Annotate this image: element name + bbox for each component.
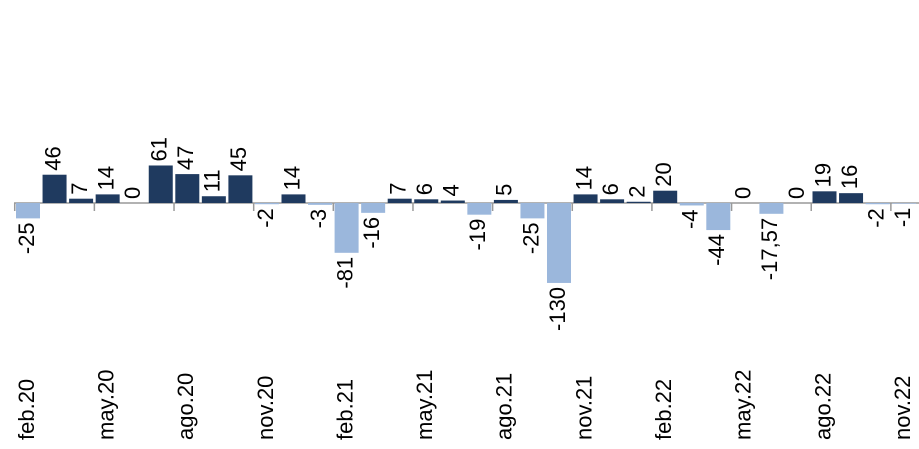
bar [600, 199, 625, 203]
value-label: 14 [93, 166, 118, 190]
value-label: 4 [439, 184, 464, 196]
value-label: 14 [571, 166, 596, 190]
bar [626, 201, 651, 203]
value-label: 20 [651, 162, 676, 186]
value-label: -130 [545, 287, 570, 331]
bar [308, 203, 333, 205]
value-label: 16 [837, 165, 862, 189]
bar [892, 203, 917, 204]
value-label: -25 [518, 222, 543, 254]
bar [679, 203, 704, 206]
bar [467, 203, 492, 215]
value-label: -1 [890, 208, 915, 228]
value-label: 0 [120, 187, 145, 199]
bar [440, 200, 465, 203]
x-tick-label: nov.22 [890, 376, 915, 440]
value-label: 6 [598, 183, 623, 195]
value-label: -2 [863, 208, 888, 228]
bar [865, 203, 890, 205]
bar [493, 199, 518, 203]
value-label: -17,57 [757, 218, 782, 280]
value-label: -16 [359, 217, 384, 249]
value-label: 7 [386, 182, 411, 194]
value-label: 14 [279, 166, 304, 190]
x-tick-label: feb.22 [651, 379, 676, 440]
value-label: -2 [253, 208, 278, 228]
value-label: -19 [465, 219, 490, 251]
bar [228, 175, 253, 203]
bar [812, 191, 837, 203]
value-label: -3 [306, 209, 331, 229]
x-tick-label: ago.22 [810, 373, 835, 440]
bar [175, 174, 200, 203]
bar [361, 203, 386, 213]
bar [653, 190, 678, 203]
value-label: 11 [200, 169, 225, 192]
value-label: -25 [14, 222, 39, 254]
bar [201, 196, 226, 203]
value-label: -81 [332, 257, 357, 289]
value-label: 7 [67, 182, 92, 194]
value-label: 45 [226, 147, 251, 171]
bar [148, 165, 173, 203]
value-label: 47 [173, 146, 198, 170]
x-tick-label: may.22 [731, 369, 756, 440]
value-label: 19 [810, 163, 835, 187]
bar [254, 203, 279, 205]
value-label: 6 [412, 183, 437, 195]
value-label: 5 [492, 184, 517, 196]
bar [547, 203, 571, 283]
x-tick-label: feb.21 [332, 379, 357, 440]
value-label: 0 [731, 187, 756, 199]
value-label: -4 [678, 209, 703, 229]
bar [16, 203, 40, 219]
bar [414, 199, 439, 203]
x-tick-label: nov.20 [253, 376, 278, 440]
bar [42, 174, 67, 203]
value-label: 46 [40, 146, 65, 170]
bar [387, 198, 412, 203]
x-tick-label: feb.20 [14, 379, 39, 440]
value-label: 2 [624, 186, 649, 198]
x-tick-label: ago.21 [492, 373, 517, 440]
bar [334, 203, 359, 253]
value-label: 61 [147, 137, 172, 161]
bar [759, 203, 784, 214]
value-label: 0 [784, 187, 809, 199]
bar [839, 193, 864, 203]
x-tick-label: may.21 [412, 369, 437, 440]
x-tick-label: ago.20 [173, 373, 198, 440]
x-tick-label: may.20 [93, 369, 118, 440]
bar [706, 203, 731, 231]
x-tick-label: nov.21 [571, 376, 596, 440]
value-label: -44 [704, 234, 729, 266]
bar [281, 194, 306, 203]
bar [520, 203, 545, 219]
bar [95, 194, 120, 203]
bar [69, 198, 94, 203]
bar [573, 194, 598, 203]
